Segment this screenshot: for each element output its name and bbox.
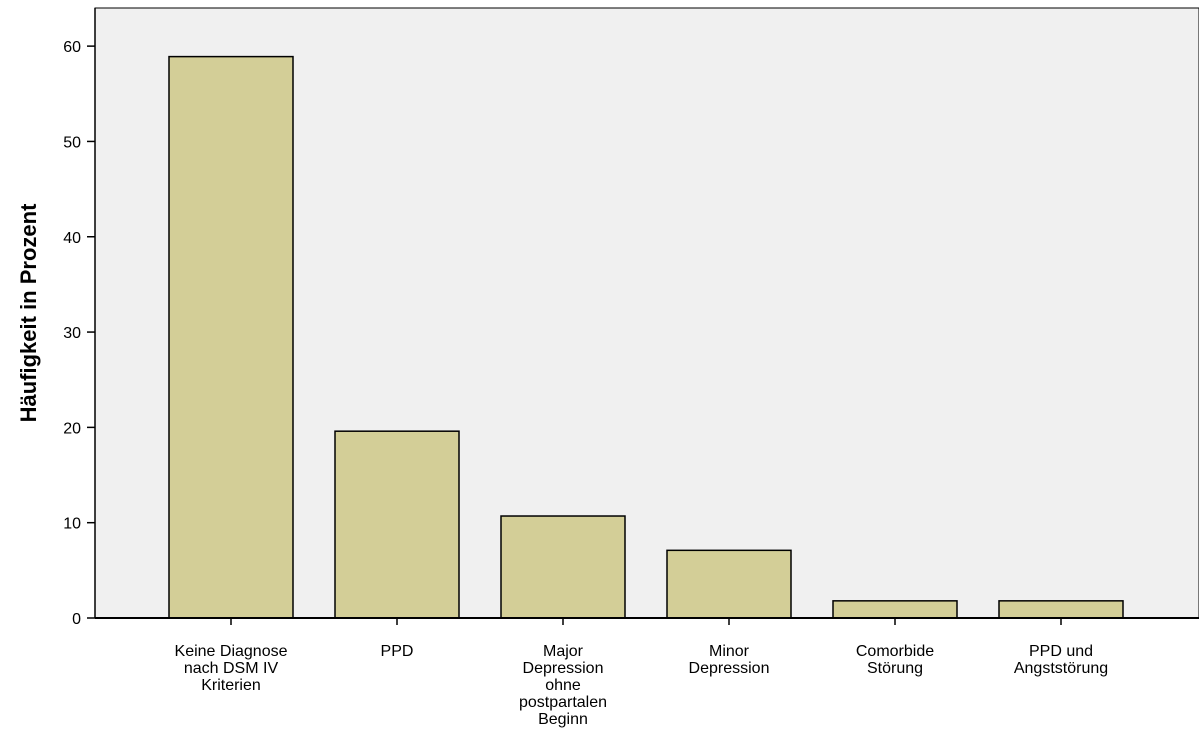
x-category-label: PPD und Angststörung xyxy=(1014,643,1108,677)
y-axis-title: Häufigkeit in Prozent xyxy=(16,203,41,422)
x-category-label: Comorbide Störung xyxy=(856,643,934,677)
x-category-label: Major Depression ohne postpartalen Beginn xyxy=(519,643,607,728)
y-tick-label: 10 xyxy=(63,516,81,533)
bar xyxy=(334,430,460,619)
bar xyxy=(500,515,626,619)
y-tick-label: 40 xyxy=(63,230,81,247)
bar xyxy=(168,55,294,619)
bar xyxy=(832,600,958,619)
x-category-label: Minor Depression xyxy=(689,643,770,677)
y-axis: 0 10 20 30 40 50 60 xyxy=(63,8,96,628)
y-tick-label: 60 xyxy=(63,39,81,56)
bar xyxy=(666,549,792,619)
y-tick-label: 20 xyxy=(63,420,81,437)
y-tick-label: 30 xyxy=(63,325,81,342)
y-tick-label: 0 xyxy=(72,611,81,628)
x-category-label: PPD xyxy=(381,643,414,660)
y-tick-label: 50 xyxy=(63,134,81,151)
bar xyxy=(998,600,1124,619)
x-category-label: Keine Diagnose nach DSM IV Kriterien xyxy=(175,643,288,694)
bars xyxy=(168,55,1124,619)
x-axis: Keine Diagnose nach DSM IV Kriterien PPD Maj… xyxy=(95,617,1199,728)
